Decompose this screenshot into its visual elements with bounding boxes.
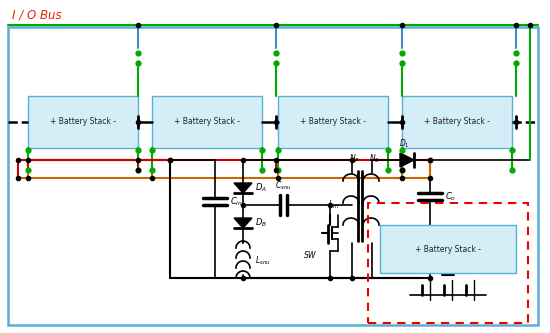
Bar (368, 203, 528, 323)
Text: + Battery Stack -: + Battery Stack - (300, 118, 366, 127)
Text: $L_{snu}$: $L_{snu}$ (255, 255, 271, 267)
Bar (402, 96, 512, 148)
Text: $C_{in}$: $C_{in}$ (230, 196, 243, 208)
Text: + Battery Stack -: + Battery Stack - (415, 244, 481, 253)
Text: $D_B$: $D_B$ (255, 217, 267, 229)
Bar (380, 225, 516, 273)
Text: $N_P$: $N_P$ (349, 153, 360, 165)
Text: $L_m$: $L_m$ (328, 199, 339, 211)
Bar (152, 96, 262, 148)
Text: $N_S$: $N_S$ (368, 153, 379, 165)
Bar (8, 27, 538, 325)
Text: $D_A$: $D_A$ (255, 182, 267, 194)
Bar (278, 96, 388, 148)
Bar (28, 96, 138, 148)
Text: $C_o$: $C_o$ (445, 191, 456, 203)
Text: I / O Bus: I / O Bus (12, 8, 62, 21)
Text: + Battery Stack -: + Battery Stack - (424, 118, 490, 127)
Polygon shape (234, 218, 252, 228)
Text: + Battery Stack -: + Battery Stack - (50, 118, 116, 127)
Polygon shape (400, 153, 414, 167)
Polygon shape (234, 183, 252, 193)
Text: + Battery Stack -: + Battery Stack - (174, 118, 240, 127)
Text: $C_{snu}$: $C_{snu}$ (274, 179, 292, 192)
Text: $D_1$: $D_1$ (399, 138, 409, 150)
Text: $SW$: $SW$ (304, 249, 318, 260)
